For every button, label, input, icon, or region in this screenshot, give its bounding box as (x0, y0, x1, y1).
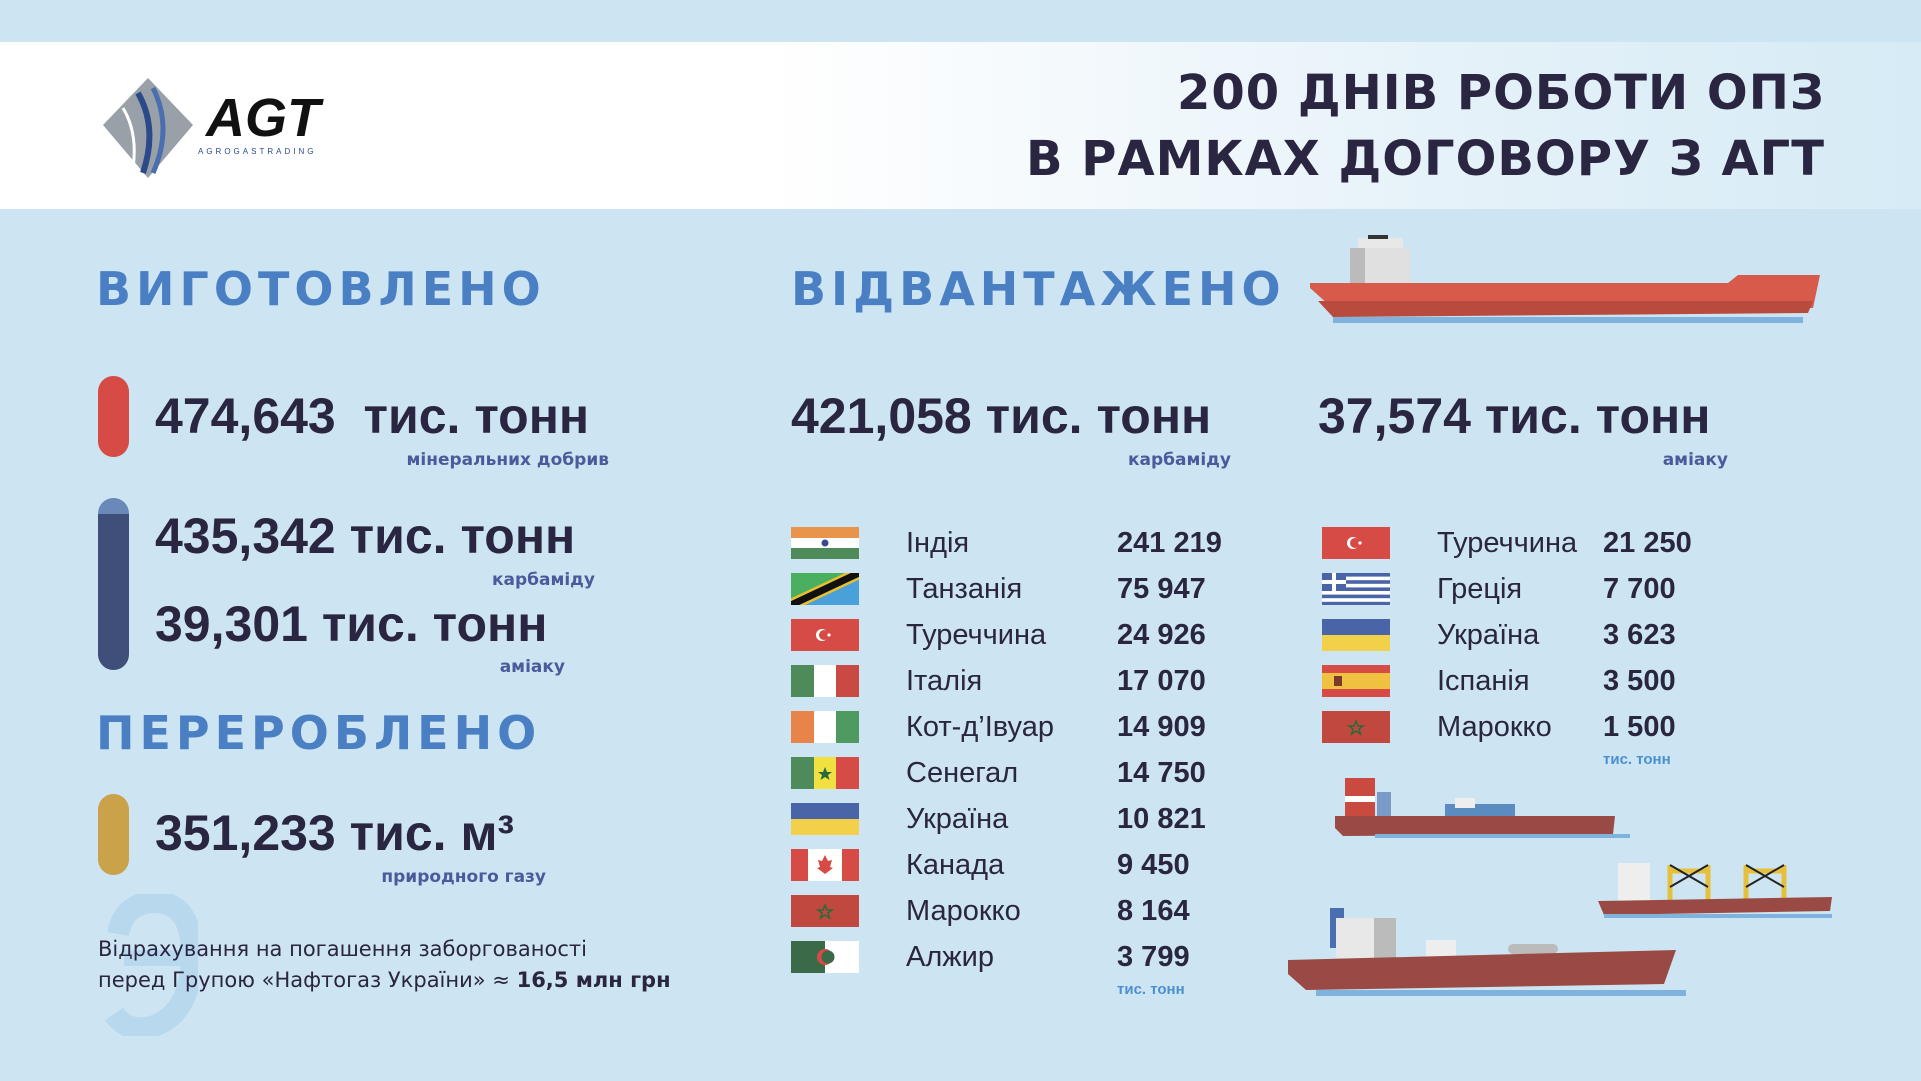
destination-row: Італія 17 070 (0, 0, 1206, 697)
tanker-ship-icon (1310, 235, 1820, 323)
destination-row: Алжир 3 799 (0, 0, 1190, 973)
gas-pill (98, 794, 129, 875)
shipped-volume: 21 250 (1603, 527, 1692, 559)
ukraine-flag-icon (791, 803, 859, 835)
canada-flag-icon (791, 849, 859, 881)
country-name: Греція (1437, 573, 1523, 605)
logo-diamond-icon (103, 78, 193, 178)
destination-row: Україна 3 623 (0, 0, 1676, 651)
destination-row: Танзанія 75 947 (0, 0, 1206, 605)
morocco-flag-icon (791, 895, 859, 927)
india-flag-icon (791, 527, 859, 559)
senegal-flag-icon (791, 757, 859, 789)
ivory-coast-flag-icon (791, 711, 859, 743)
crane-ship-icon (1598, 863, 1832, 918)
ammonia-produced-label: аміаку (499, 657, 565, 677)
logo-text: AGT (206, 88, 320, 148)
urea-produced-label: карбаміду (491, 570, 595, 590)
logo: AGT AGROGASTRADING (98, 73, 348, 185)
header-band (0, 42, 1921, 209)
debt-note: Відрахування на погашення заборгованості… (98, 934, 671, 996)
note-prefix: перед Групою «Нафтогаз України» ≈ (98, 968, 517, 992)
turkey-flag-icon (791, 619, 859, 651)
shipped-volume: 75 947 (1117, 573, 1206, 605)
page-title: 200 ДНІВ РОБОТИ ОПЗ В РАМКАХ ДОГОВОРУ З … (1026, 60, 1825, 192)
country-name: Алжир (906, 941, 994, 973)
urea-unit: тис. тонн (1117, 981, 1185, 998)
urea-shipped-label: карбаміду (1127, 450, 1231, 470)
title-line-2: В РАМКАХ ДОГОВОРУ З АГТ (1025, 131, 1825, 187)
note-line-2: перед Групою «Нафтогаз України» ≈ 16,5 м… (98, 965, 671, 996)
shipped-volume: 14 909 (1117, 711, 1206, 743)
shipped-volume: 1 500 (1603, 711, 1676, 743)
destination-row: Індія 241 219 (0, 0, 1222, 559)
shipped-volume: 24 926 (1117, 619, 1206, 651)
urea-produced-value: 435,342 тис. тонн (155, 508, 576, 564)
fertilizer-pill (98, 376, 129, 457)
shipped-volume: 3 623 (1603, 619, 1676, 651)
country-name: Марокко (906, 895, 1021, 927)
country-name: Танзанія (906, 573, 1023, 605)
country-name: Туреччина (1437, 527, 1578, 559)
shipped-volume: 8 164 (1117, 895, 1190, 927)
destination-row: Кот-д’Івуар 14 909 (0, 0, 1206, 743)
destination-row: Туреччина 21 250 (0, 0, 1692, 559)
ukraine-flag-icon (1322, 619, 1390, 651)
produced-heading: ВИГОТОВЛЕНО (96, 262, 546, 316)
destination-row: Сенегал 14 750 (0, 0, 1206, 789)
ammonia-shipped-value: 37,574 тис. тонн (1318, 388, 1711, 444)
shipped-volume: 17 070 (1117, 665, 1206, 697)
shipped-volume: 3 500 (1603, 665, 1676, 697)
country-name: Канада (906, 849, 1005, 881)
bulk-carrier-ship-icon (1288, 908, 1686, 996)
italy-flag-icon (791, 665, 859, 697)
turkey-flag-icon (1322, 527, 1390, 559)
hryvnia-watermark-icon (104, 894, 198, 1036)
shipped-heading: ВІДВАНТАЖЕНО (791, 262, 1286, 316)
destination-row: Греція 7 700 (0, 0, 1676, 605)
greece-flag-icon (1322, 573, 1390, 605)
shipped-volume: 3 799 (1117, 941, 1190, 973)
morocco-flag-icon (1322, 711, 1390, 743)
title-line-1: 200 ДНІВ РОБОТИ ОПЗ (1176, 65, 1825, 121)
destination-row: Марокко 8 164 (0, 0, 1190, 927)
destination-row: Іспанія 3 500 (0, 0, 1676, 697)
country-name: Кот-д’Івуар (906, 711, 1054, 743)
shipped-volume: 10 821 (1117, 803, 1206, 835)
tanzania-flag-icon (791, 573, 859, 605)
fertilizer-label: мінеральних добрив (406, 450, 610, 470)
processed-heading: ПЕРЕРОБЛЕНО (96, 706, 542, 760)
ammonia-shipped-label: аміаку (1662, 450, 1728, 470)
fertilizer-value: 474,643 тис. тонн (155, 388, 590, 444)
destination-row: Туреччина 24 926 (0, 0, 1206, 651)
note-amount: 16,5 млн грн (516, 968, 671, 992)
gas-value: 351,233 тис. м³ (155, 805, 515, 861)
ammonia-produced-value: 39,301 тис. тонн (155, 596, 548, 652)
logo-subtext: AGROGASTRADING (198, 147, 317, 156)
urea-shipped-value: 421,058 тис. тонн (791, 388, 1212, 444)
container-ship-icon (1335, 778, 1630, 838)
country-name: Індія (906, 527, 970, 559)
country-name: Україна (1437, 619, 1540, 651)
note-line-1: Відрахування на погашення заборгованості (98, 937, 587, 961)
shipped-volume: 14 750 (1117, 757, 1206, 789)
destination-row: Україна 10 821 (0, 0, 1206, 835)
destination-row: Марокко 1 500 (0, 0, 1676, 743)
country-name: Марокко (1437, 711, 1552, 743)
country-name: Італія (906, 665, 983, 697)
country-name: Туреччина (906, 619, 1047, 651)
country-name: Сенегал (906, 757, 1019, 789)
algeria-flag-icon (791, 941, 859, 973)
shipped-volume: 9 450 (1117, 849, 1190, 881)
destination-row: Канада 9 450 (0, 0, 1190, 881)
country-name: Україна (906, 803, 1009, 835)
country-name: Іспанія (1437, 665, 1530, 697)
urea-ammonia-pill (98, 498, 129, 670)
gas-label: природного газу (381, 867, 546, 887)
ammonia-unit: тис. тонн (1603, 751, 1671, 768)
shipped-volume: 241 219 (1117, 527, 1222, 559)
spain-flag-icon (1322, 665, 1390, 697)
shipped-volume: 7 700 (1603, 573, 1676, 605)
